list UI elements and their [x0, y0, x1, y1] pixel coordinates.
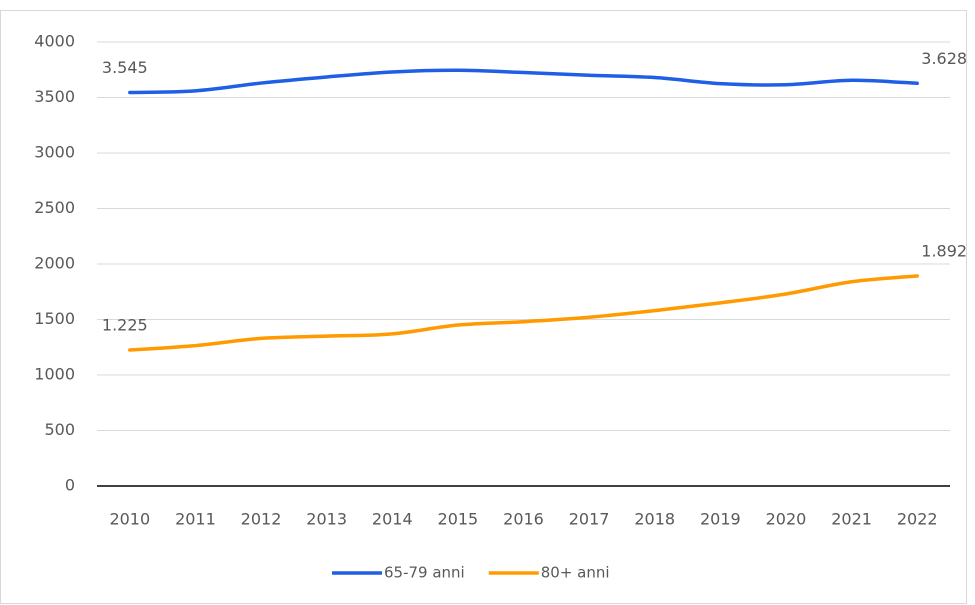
- data-label: 1.225: [102, 316, 148, 335]
- y-tick-label: 4000: [34, 32, 75, 51]
- data-label: 3.545: [102, 58, 148, 77]
- y-tick-label: 2000: [34, 254, 75, 273]
- y-tick-label: 3500: [34, 87, 75, 106]
- x-tick-label: 2016: [503, 510, 544, 529]
- series-line: [128, 274, 919, 352]
- legend-label: 80+ anni: [541, 564, 610, 582]
- y-tick-label: 500: [44, 420, 75, 439]
- x-tick-label: 2013: [306, 510, 347, 529]
- y-tick-label: 3000: [34, 143, 75, 162]
- x-tick-label: 2014: [372, 510, 413, 529]
- x-tick-label: 2015: [438, 510, 479, 529]
- y-tick-label: 2500: [34, 198, 75, 217]
- series-line: [128, 68, 919, 95]
- data-label: 1.892: [921, 241, 967, 260]
- data-label: 3.628: [921, 49, 967, 68]
- chart-border: [0, 10, 967, 604]
- x-tick-label: 2020: [766, 510, 807, 529]
- x-tick-label: 2011: [175, 510, 216, 529]
- x-tick-label: 2021: [831, 510, 872, 529]
- x-tick-label: 2010: [109, 510, 150, 529]
- y-tick-label: 0: [65, 476, 75, 495]
- x-tick-label: 2018: [634, 510, 675, 529]
- x-tick-label: 2022: [897, 510, 938, 529]
- x-tick-label: 2012: [241, 510, 282, 529]
- x-tick-label: 2017: [569, 510, 610, 529]
- x-tick-label: 2019: [700, 510, 741, 529]
- y-tick-label: 1000: [34, 365, 75, 384]
- y-tick-label: 1500: [34, 309, 75, 328]
- legend-label: 65-79 anni: [384, 564, 465, 582]
